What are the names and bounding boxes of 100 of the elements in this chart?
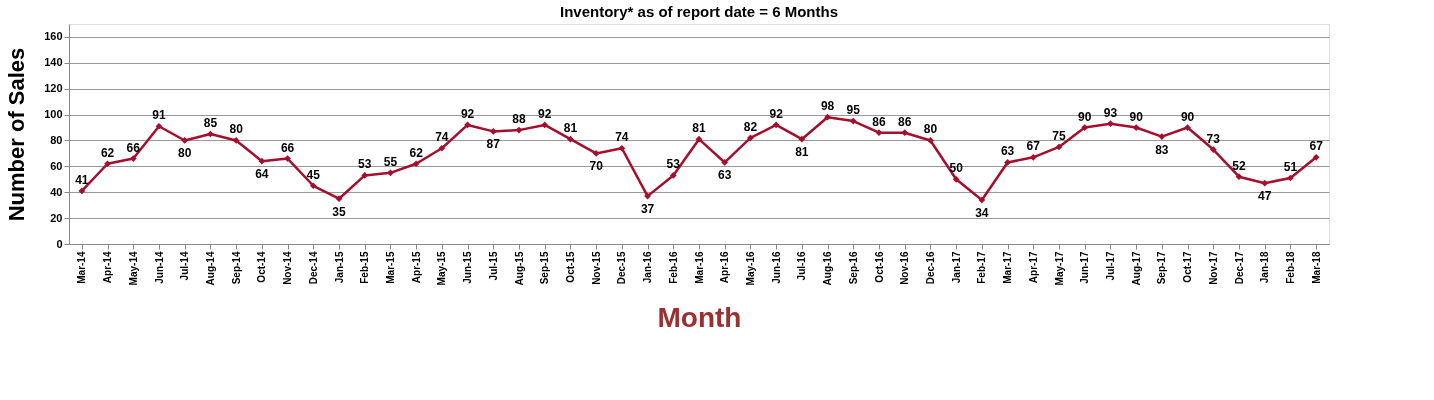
point [438,144,446,152]
data-label: 66 [280,140,295,155]
data-label: 95 [846,103,861,118]
data-label: 34 [975,206,989,220]
point [695,135,703,143]
x-tick-label: Feb-18 [1284,251,1296,284]
x-tick-label: Dec-14 [307,251,319,285]
point [1081,124,1089,131]
data-label: 74 [435,130,449,145]
data-label: 55 [383,154,398,169]
data-label: 67 [1026,139,1041,154]
point [721,159,729,166]
x-tick-label: Jul-17 [1104,251,1116,281]
x-tick-label: Aug-17 [1130,251,1142,286]
data-label: 45 [306,167,321,182]
data-label: 51 [1283,160,1298,174]
data-label: 83 [1155,142,1169,157]
data-label: 53 [666,157,681,172]
x-tick-label: Sep-14 [230,251,242,285]
point [1107,120,1114,127]
x-tick-label: Jan-15 [333,251,345,284]
point [515,126,523,134]
point [258,157,266,165]
point [1312,153,1320,161]
point [412,160,420,168]
point [129,155,137,162]
data-label: 73 [1206,131,1221,146]
point [284,155,291,162]
data-label: 53 [358,157,372,172]
x-tick-label: Oct-14 [256,251,268,283]
y-tick-label: 140 [44,56,63,69]
x-tick-label: Jun-17 [1079,251,1091,284]
data-label: 91 [152,108,166,123]
x-tick-label: Aug-16 [822,251,834,286]
x-tick-label: Jul-15 [487,251,499,281]
point [387,169,394,177]
point [1004,159,1011,166]
data-label: 37 [640,202,655,217]
data-label: 86 [872,114,886,129]
data-label: 62 [409,145,424,160]
y-axis-title: Number of Sales [4,47,30,222]
data-label: 98 [820,99,835,114]
data-label: 35 [332,204,346,219]
point [1158,133,1166,140]
point [952,175,960,183]
point [155,122,163,130]
point [824,113,831,121]
data-label: 81 [563,121,578,136]
y-tick-label: 0 [56,237,63,250]
x-tick-label: Apr-15 [410,251,422,284]
data-label: 92 [460,106,475,121]
x-tick-label: May-15 [436,251,448,286]
x-tick-label: Mar-15 [384,251,396,284]
x-tick-label: Aug-14 [204,251,216,286]
point [232,137,240,144]
x-tick-label: Oct-15 [564,251,576,283]
data-label: 81 [795,145,809,160]
data-label: 90 [1129,109,1144,124]
point [78,187,86,195]
data-label: 90 [1180,109,1195,124]
x-tick-label: Aug-15 [513,251,525,286]
x-tick-label: Mar-16 [693,251,705,284]
x-tick-label: Mar-18 [1310,251,1322,284]
point [181,137,189,144]
point [1261,179,1269,187]
point [772,121,780,129]
x-tick-label: Feb-16 [667,251,679,284]
data-label: 63 [718,168,732,183]
x-tick-label: Nov-14 [282,251,294,285]
x-axis-title: Month [657,302,742,334]
data-label: 88 [512,112,526,127]
data-label: 50 [949,161,964,176]
data-label: 86 [898,114,912,129]
x-tick-label: Sep-17 [1156,251,1168,285]
point [978,196,986,204]
data-label: 92 [538,106,552,121]
x-tick-label: Nov-17 [1207,251,1219,285]
x-tick-label: Jan-16 [642,251,654,284]
point [1184,124,1191,131]
data-label: 80 [178,146,192,161]
data-label: 47 [1258,189,1272,204]
point [592,150,600,157]
point [901,129,909,137]
data-label: 85 [203,116,218,130]
point [361,172,369,179]
data-label: 81 [692,121,706,136]
point [747,134,754,142]
x-tick-label: Jan-17 [950,251,962,284]
x-tick-label: Oct-17 [1182,251,1194,283]
data-label: 90 [1078,109,1092,124]
point [489,128,497,135]
y-tick-label: 60 [50,159,63,172]
y-tick-label: 20 [50,211,63,224]
data-label: 66 [126,140,141,155]
y-tick-label: 100 [44,108,63,121]
data-label: 67 [1309,139,1324,154]
x-tick-label: Jul-14 [179,251,191,281]
point [875,129,883,137]
y-tick-label: 40 [50,185,63,198]
y-tick-label: 80 [50,133,63,146]
